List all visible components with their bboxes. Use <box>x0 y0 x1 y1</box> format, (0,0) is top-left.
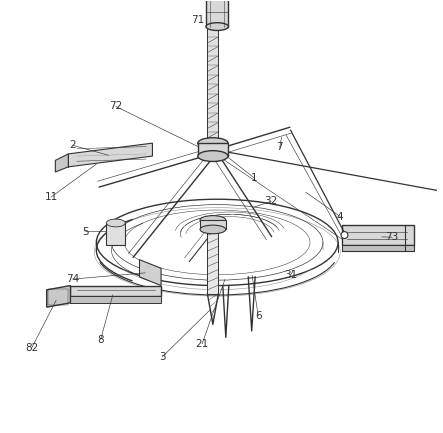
Text: 6: 6 <box>255 311 261 321</box>
Text: 74: 74 <box>66 274 79 284</box>
Ellipse shape <box>200 216 225 224</box>
Text: 3: 3 <box>159 352 166 362</box>
Text: 1: 1 <box>251 173 257 183</box>
Text: 11: 11 <box>44 192 58 202</box>
Circle shape <box>341 232 348 239</box>
Bar <box>47 288 68 305</box>
Text: 4: 4 <box>337 211 343 222</box>
Text: 31: 31 <box>284 270 297 280</box>
Bar <box>207 229 218 294</box>
Text: 71: 71 <box>191 15 204 25</box>
Bar <box>106 223 125 245</box>
Text: 2: 2 <box>69 140 76 150</box>
Text: 7: 7 <box>276 142 283 152</box>
Bar <box>206 0 229 26</box>
Text: 8: 8 <box>97 335 104 345</box>
Ellipse shape <box>206 23 229 30</box>
Polygon shape <box>47 285 70 307</box>
Bar <box>207 26 218 156</box>
Ellipse shape <box>200 225 225 234</box>
Ellipse shape <box>106 219 125 227</box>
Polygon shape <box>342 245 414 251</box>
Text: 5: 5 <box>82 226 89 236</box>
Ellipse shape <box>198 138 228 149</box>
Polygon shape <box>55 154 68 172</box>
Polygon shape <box>140 260 161 285</box>
Text: 32: 32 <box>264 197 278 207</box>
Polygon shape <box>342 225 414 245</box>
Polygon shape <box>68 143 152 167</box>
Text: 21: 21 <box>195 339 209 349</box>
Bar <box>198 143 228 156</box>
Ellipse shape <box>198 151 228 162</box>
Text: 82: 82 <box>25 343 38 353</box>
Polygon shape <box>70 296 161 303</box>
Text: 72: 72 <box>109 101 122 111</box>
Bar <box>200 220 225 229</box>
Text: 73: 73 <box>385 232 399 242</box>
Polygon shape <box>70 285 161 296</box>
